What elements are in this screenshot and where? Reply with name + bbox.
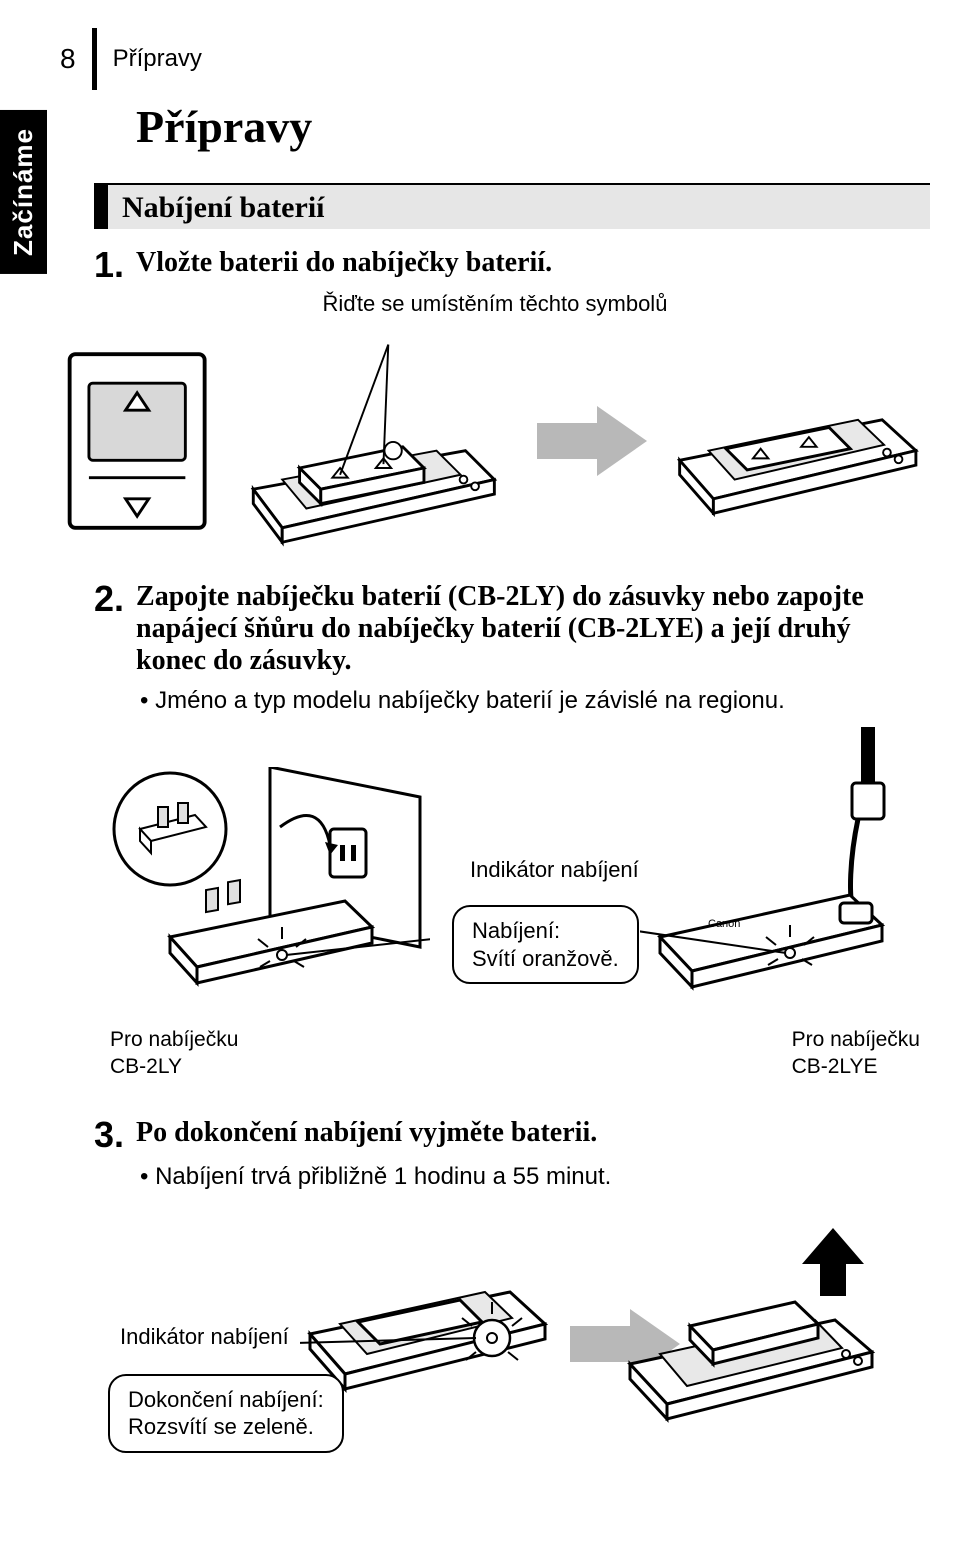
- bubble-line1: Nabíjení:: [472, 917, 619, 945]
- caption-right-l1: Pro nabíječku: [792, 1027, 920, 1053]
- svg-text:Canon: Canon: [708, 918, 740, 930]
- step-1-text: Vložte baterii do nabíječky baterií.: [136, 247, 552, 279]
- bubble3-line1: Dokončení nabíjení:: [128, 1386, 324, 1414]
- step-2-text: Zapojte nabíječku baterií (CB-2LY) do zá…: [136, 581, 916, 677]
- caption-right: Pro nabíječku CB-2LYE: [792, 1027, 920, 1080]
- battery-cover-icon: [60, 341, 214, 541]
- header-divider: [92, 28, 97, 90]
- section-title: Nabíjení baterií: [108, 185, 339, 229]
- caption-left: Pro nabíječku CB-2LY: [110, 1027, 238, 1080]
- step-1-callout: Řiďte se umístěním těchto symbolů: [60, 291, 930, 317]
- step-3-text: Po dokončení nabíjení vyjměte baterii.: [136, 1117, 597, 1149]
- step-2-num: 2.: [94, 581, 124, 617]
- bubble-line2: Svítí oranžově.: [472, 945, 619, 973]
- step-1-num: 1.: [94, 247, 124, 283]
- caption-left-l2: CB-2LY: [110, 1054, 238, 1080]
- step-3-num: 3.: [94, 1117, 124, 1153]
- step-3-bullet: • Nabíjení trvá přibližně 1 hodinu a 55 …: [140, 1161, 890, 1193]
- chapter-title: Přípravy: [136, 100, 930, 153]
- step-2-illustration-row: Indikátor nabíjení Nabíjení: Svítí oranž…: [60, 727, 930, 1107]
- charger-plug-us-icon: [110, 767, 430, 1067]
- charger-cord-eu-icon: Canon: [640, 727, 920, 1047]
- complete-bubble: Dokončení nabíjení: Rozsvítí se zeleně.: [108, 1374, 344, 1453]
- step-2: 2. Zapojte nabíječku baterií (CB-2LY) do…: [94, 581, 930, 677]
- step-1-illustration-row: [60, 331, 930, 551]
- step-2-bullet: • Jméno a typ modelu nabíječky baterií j…: [140, 685, 890, 717]
- caption-right-l2: CB-2LYE: [792, 1054, 920, 1080]
- section-bar: Nabíjení baterií: [94, 183, 930, 229]
- page-number: 8: [60, 43, 76, 75]
- charging-bubble: Nabíjení: Svítí oranžově.: [452, 905, 639, 984]
- indicator-label-3: Indikátor nabíjení: [120, 1324, 289, 1350]
- caption-left-l1: Pro nabíječku: [110, 1027, 238, 1053]
- side-tab: Začínáme: [0, 110, 47, 274]
- step-3: 3. Po dokončení nabíjení vyjměte baterii…: [94, 1117, 930, 1153]
- bubble3-line2: Rozsvítí se zeleně.: [128, 1413, 324, 1441]
- page-header: 8 Přípravy: [60, 28, 930, 90]
- charger-seated-icon: [670, 341, 930, 541]
- charger-remove-icon: [620, 1214, 900, 1444]
- arrow-right-icon: [537, 401, 647, 481]
- indicator-label: Indikátor nabíjení: [470, 857, 639, 883]
- step-1: 1. Vložte baterii do nabíječky baterií.: [94, 247, 930, 283]
- charger-insert-icon: [234, 331, 514, 551]
- header-label: Přípravy: [113, 45, 202, 73]
